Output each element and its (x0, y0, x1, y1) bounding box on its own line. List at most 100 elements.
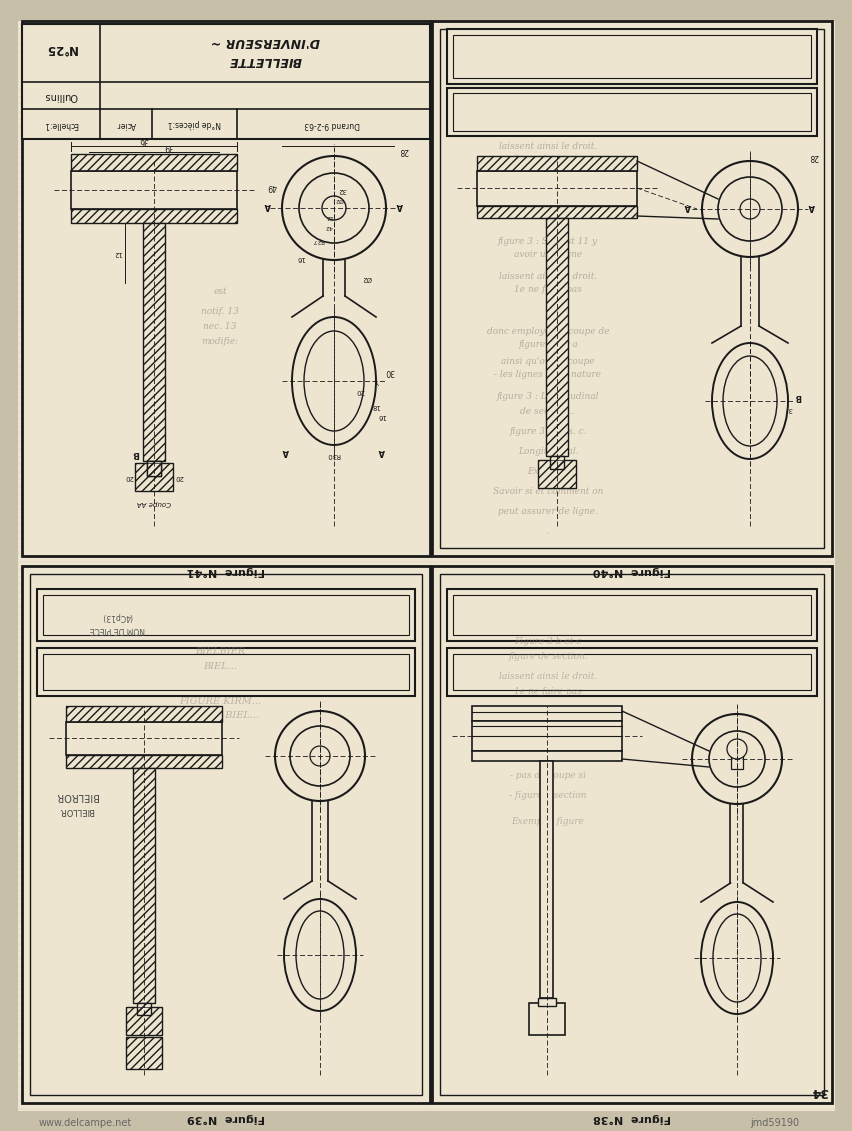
Bar (126, 1007, 162, 1035)
Text: BIEL...: BIEL... (203, 662, 237, 671)
Bar (143, 223, 164, 461)
Bar (133, 768, 155, 1003)
Text: Savoir si et comment on: Savoir si et comment on (492, 486, 602, 495)
Text: B: B (132, 449, 139, 458)
Text: nec. 13: nec. 13 (203, 321, 236, 330)
Text: laissent ainsi le droit.: laissent ainsi le droit. (498, 672, 596, 681)
Bar (143, 223, 164, 461)
Bar (37, 589, 415, 641)
Text: 1e ne faire pas: 1e ne faire pas (514, 687, 581, 696)
Bar (538, 998, 556, 1005)
Text: 1e ne faire pas: 1e ne faire pas (514, 285, 581, 294)
Text: Coupe AA: Coupe AA (137, 500, 171, 506)
Text: Figure  N°38: Figure N°38 (592, 1113, 671, 1123)
Bar (476, 206, 636, 218)
Bar (126, 1037, 162, 1069)
Bar (540, 761, 553, 998)
Text: 49: 49 (267, 181, 277, 190)
Text: Y: Y (376, 378, 380, 385)
Text: .: . (546, 527, 549, 535)
Bar (476, 171, 636, 206)
Text: figure c'il y a: figure c'il y a (517, 339, 577, 348)
Text: A: A (378, 447, 385, 456)
Text: A: A (282, 447, 289, 456)
Text: Figure 3 b et c: Figure 3 b et c (514, 637, 581, 646)
Bar (135, 463, 173, 491)
Bar (550, 456, 563, 469)
Text: 18: 18 (371, 403, 380, 409)
Bar (71, 209, 237, 223)
Text: FIGURE KIRM...: FIGURE KIRM... (179, 697, 261, 706)
Text: de section...: de section... (520, 406, 575, 415)
Text: 36: 36 (139, 136, 149, 145)
Text: www.delcampe.net: www.delcampe.net (38, 1119, 131, 1128)
Bar (71, 154, 237, 171)
Bar (471, 706, 621, 720)
Bar (440, 29, 823, 549)
Text: figure 3 : 11 s. c.: figure 3 : 11 s. c. (509, 426, 586, 435)
Bar (71, 171, 237, 209)
Text: jmd59190: jmd59190 (750, 1119, 798, 1128)
Text: Longitudinal.: Longitudinal. (517, 447, 578, 456)
Text: FIGURE BIEL...: FIGURE BIEL... (181, 711, 259, 720)
Text: figure b. Long.: figure b. Long. (514, 707, 581, 716)
Text: ainsi qu'on ne coupe: ainsi qu'on ne coupe (501, 356, 594, 365)
Bar (126, 1037, 162, 1069)
Text: Oullins: Oullins (44, 90, 78, 101)
Text: la ligne d'intersection: la ligne d'intersection (498, 726, 597, 735)
Text: 16: 16 (377, 413, 386, 418)
Text: Supposons que le plan: Supposons que le plan (496, 191, 599, 200)
Bar (30, 575, 422, 1095)
Text: Acier: Acier (116, 120, 135, 129)
Text: A: A (264, 200, 271, 209)
Text: 12: 12 (113, 250, 123, 256)
Bar (538, 460, 575, 487)
Bar (66, 706, 222, 722)
Text: Figure  N°40: Figure N°40 (592, 566, 671, 576)
Text: notif. 13: notif. 13 (201, 307, 239, 316)
Text: 16: 16 (296, 254, 305, 261)
Text: R27: R27 (312, 238, 324, 242)
Bar (471, 751, 621, 761)
Text: 28: 28 (399, 146, 408, 155)
Bar (476, 156, 636, 171)
Text: 34: 34 (810, 1085, 827, 1097)
Text: 12: 12 (325, 214, 332, 218)
Bar (66, 722, 222, 756)
Text: N°25: N°25 (45, 42, 77, 55)
Bar (452, 35, 810, 78)
Bar (730, 744, 742, 769)
Text: modifie:: modifie: (201, 337, 239, 345)
Bar (137, 1003, 151, 1015)
Bar (37, 648, 415, 696)
Text: est la courbe.: est la courbe. (516, 746, 579, 756)
Bar (71, 209, 237, 223)
Bar (22, 566, 429, 1103)
Bar (71, 154, 237, 171)
Bar (431, 566, 831, 1103)
Text: Durand 9-2-63: Durand 9-2-63 (304, 120, 360, 129)
Text: R30: R30 (326, 452, 341, 458)
Bar (22, 24, 429, 139)
Text: 20: 20 (175, 474, 183, 480)
Text: donc employer la coupe de: donc employer la coupe de (486, 327, 608, 336)
Text: 1e ne faire pas: 1e ne faire pas (514, 155, 581, 164)
Bar (147, 461, 161, 476)
Text: BIELROR: BIELROR (55, 791, 98, 801)
Bar (66, 706, 222, 722)
Text: Exemple:: Exemple: (526, 466, 568, 475)
Text: 42: 42 (325, 224, 332, 228)
Text: 32: 32 (337, 187, 346, 193)
Bar (43, 654, 408, 690)
Bar (545, 218, 567, 456)
Bar (545, 218, 567, 456)
Bar (446, 589, 816, 641)
Text: peut assurer de ligne.: peut assurer de ligne. (498, 507, 597, 516)
Text: 30: 30 (384, 366, 394, 375)
Bar (550, 456, 563, 469)
Text: NOM DE PIECE: NOM DE PIECE (89, 624, 145, 633)
Text: 3: 3 (787, 406, 792, 412)
Bar (440, 575, 823, 1095)
Text: - pas de coupe si: - pas de coupe si (509, 771, 585, 780)
Text: 20: 20 (355, 388, 364, 394)
